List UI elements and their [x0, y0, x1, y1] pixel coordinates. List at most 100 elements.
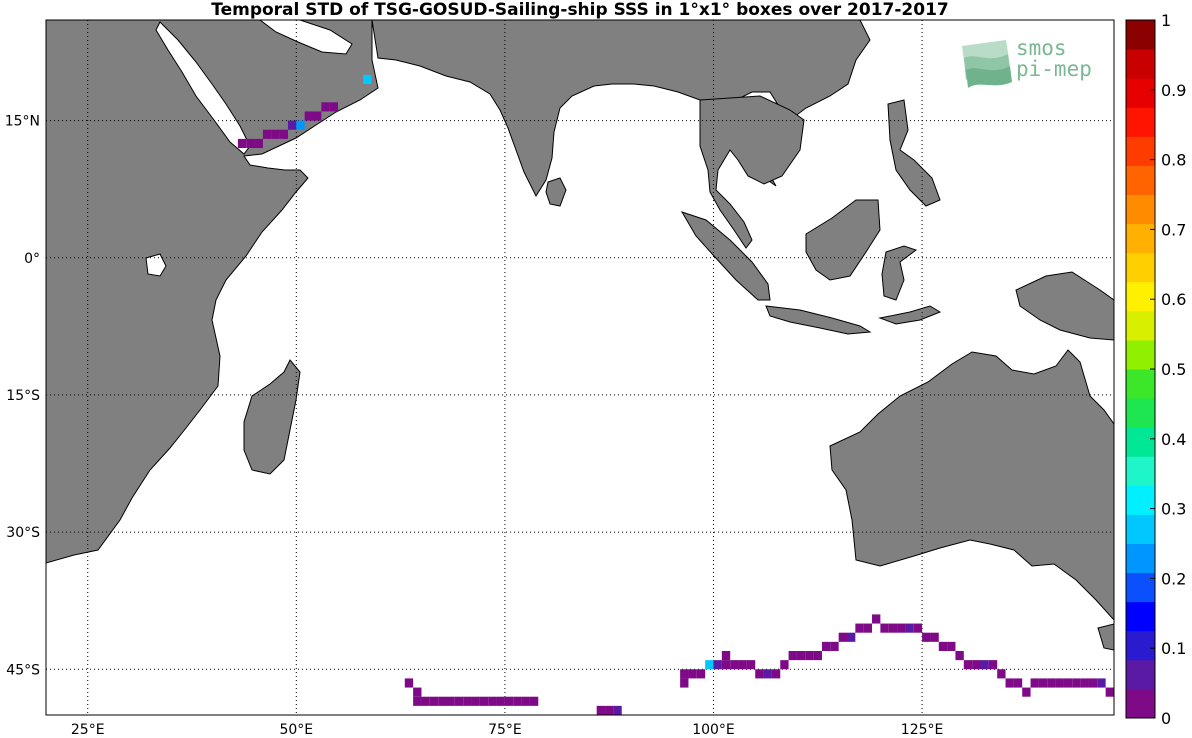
lat-tick-label: 15°N — [5, 114, 40, 130]
lon-tick-label: 25°E — [71, 722, 105, 738]
lon-tick-label: 100°E — [692, 722, 735, 738]
data-cell — [888, 623, 898, 633]
colorbar-segment — [1126, 514, 1155, 544]
data-cell — [1047, 678, 1056, 688]
data-cell — [279, 129, 288, 139]
data-cell — [1013, 678, 1023, 688]
data-cell — [838, 632, 847, 642]
colorbar-tick-label: 0.5 — [1161, 360, 1186, 379]
data-cell — [897, 623, 906, 633]
data-cell — [1105, 687, 1114, 697]
data-cell — [1080, 678, 1089, 688]
data-cell — [746, 660, 756, 670]
colorbar-tick-labels: 0 0.1 0.2 0.3 0.4 0.5 0.6 0.7 0.8 0.9 1 — [1150, 11, 1186, 728]
data-cell — [313, 111, 322, 121]
data-cell — [504, 696, 514, 706]
colorbar-segment — [1126, 194, 1155, 225]
data-cell — [513, 696, 522, 706]
colorbar-segment — [1126, 252, 1155, 283]
colorbar-segment — [1126, 630, 1155, 661]
lat-tick-label: 45°S — [6, 662, 40, 678]
land-timor — [878, 305, 942, 325]
data-cell — [1088, 678, 1098, 688]
colorbar-segment — [1126, 659, 1155, 690]
data-cell — [613, 705, 622, 715]
colorbar-tick-label: 0.9 — [1161, 81, 1186, 100]
colorbar-segment — [1126, 601, 1155, 632]
lat-tick-labels: 15°N 0° 15°S 30°S 45°S — [5, 114, 40, 679]
land-newguinea — [1015, 271, 1114, 341]
colorbar-segment — [1126, 456, 1155, 486]
data-cell — [696, 669, 706, 679]
land-indochina — [699, 95, 805, 249]
data-cell — [1055, 678, 1064, 688]
logo-text-pimep: pi-mep — [1016, 57, 1092, 81]
data-cell — [721, 650, 731, 661]
data-cell — [680, 678, 689, 688]
colorbar-segment — [1126, 398, 1155, 428]
colorbar-segment — [1126, 339, 1155, 370]
colorbar-segment — [1126, 543, 1155, 574]
data-cell — [1097, 678, 1106, 688]
lon-tick-label: 75°E — [488, 722, 522, 738]
lat-tick-label: 30°S — [6, 525, 40, 541]
colorbar-segment — [1126, 20, 1155, 50]
colorbar-tick-label: 0.7 — [1161, 220, 1186, 239]
logo-waves-icon — [962, 40, 1012, 88]
lat-tick-label: 15°S — [6, 388, 40, 404]
data-cell — [805, 650, 814, 661]
colorbar-segment — [1126, 310, 1155, 341]
data-cell — [521, 696, 530, 706]
data-cell — [847, 632, 856, 642]
data-cell — [938, 641, 948, 651]
colorbar-segment — [1126, 427, 1155, 457]
land-australia — [829, 349, 1114, 621]
colorbar-segment — [1126, 107, 1155, 137]
land-borneo — [805, 199, 881, 281]
colorbar-segment — [1126, 165, 1155, 195]
data-cell — [830, 641, 839, 651]
data-cell — [913, 623, 923, 633]
data-cell — [972, 660, 981, 670]
data-cell — [1038, 678, 1048, 688]
data-cell — [1022, 687, 1031, 697]
data-cell — [880, 623, 889, 633]
plot-frame — [45, 19, 1115, 716]
data-cell — [821, 641, 831, 651]
data-cell — [688, 669, 697, 679]
data-cell — [605, 705, 614, 715]
persian-gulf — [259, 20, 353, 55]
data-cell — [1063, 678, 1073, 688]
data-cell — [788, 650, 797, 661]
data-cell — [780, 660, 789, 670]
colorbar-tick-label: 0.4 — [1161, 430, 1186, 449]
data-cell — [413, 687, 422, 697]
data-cell — [496, 696, 505, 706]
data-cell — [905, 623, 914, 633]
data-cell — [454, 696, 464, 706]
lon-tick-label: 50°E — [279, 722, 313, 738]
colorbar-segment — [1126, 485, 1155, 515]
data-cell — [254, 138, 263, 149]
colorbar-segment — [1126, 281, 1155, 312]
colorbar-tick-label: 0.3 — [1161, 500, 1186, 519]
data-cell — [705, 660, 714, 670]
data-cell — [730, 660, 739, 670]
data-cell — [429, 696, 439, 706]
data-cell — [237, 138, 247, 149]
land-sulawesi — [881, 245, 918, 301]
logo-text-smos: smos — [1016, 36, 1067, 60]
data-cell — [246, 138, 255, 149]
data-cell — [413, 696, 422, 706]
data-cell — [1030, 678, 1039, 688]
data-cell — [963, 660, 973, 670]
lon-tick-labels: 25°E 50°E 75°E 100°E 125°E — [71, 722, 944, 738]
colorbar-tick-label: 1 — [1161, 11, 1171, 30]
data-cell — [438, 696, 447, 706]
colorbar-segment — [1126, 136, 1155, 166]
data-cell — [763, 669, 772, 679]
data-cell — [287, 120, 297, 130]
data-cell — [446, 696, 455, 706]
data-cell — [738, 660, 747, 670]
data-cell — [262, 129, 272, 139]
